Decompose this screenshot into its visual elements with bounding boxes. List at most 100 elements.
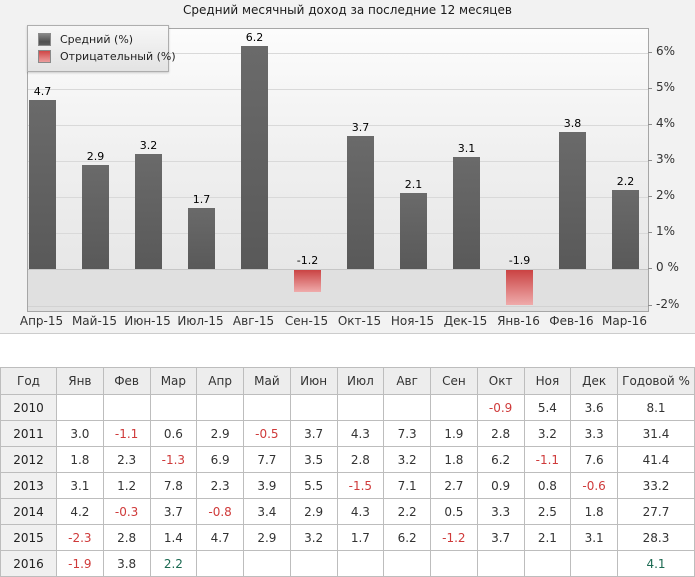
annual-cell: 8.1 [617, 394, 695, 421]
month-cell: 4.3 [336, 498, 385, 525]
bar-Июн-15 [135, 153, 162, 269]
table-header-row: Год Янв Фев Мар Апр Май Июн Июл Авг Сен Окт Ноя Дек Г… [0, 367, 695, 395]
month-cell [476, 550, 525, 577]
y-axis-tick-label: 1% [656, 224, 676, 238]
legend-item-negative[interactable]: Отрицательный (%) [28, 48, 176, 65]
month-cell: 2.9 [196, 420, 244, 447]
y-axis-tick-label: 5% [656, 80, 676, 94]
negative-series-swatch-icon [38, 50, 51, 63]
bar-Окт-15 [347, 135, 374, 269]
y-axis-tick-mark [648, 196, 652, 197]
chart-title: Средний месячный доход за последние 12 м… [183, 3, 512, 17]
month-cell [243, 394, 291, 421]
table-row-2016: 2016 -1.9 3.8 2.2 4.1 [0, 550, 695, 577]
annual-cell: 4.1 [617, 550, 695, 577]
bar-value-label: 3.1 [457, 142, 476, 156]
month-cell: 0.5 [430, 498, 478, 525]
month-cell: 1.8 [430, 446, 478, 473]
table-row-2013: 2013 3.1 1.2 7.8 2.3 3.9 5.5 -1.5 7.1 2.7 0.9 0.8 -0… [0, 472, 695, 499]
x-axis-label-Янв-16: Янв-16 [497, 314, 540, 328]
month-cell: 3.6 [570, 394, 618, 421]
x-axis-label-Сен-15: Сен-15 [284, 314, 329, 328]
month-cell [196, 394, 244, 421]
month-cell [430, 394, 478, 421]
legend-item-average[interactable]: Средний (%) [28, 31, 168, 48]
month-cell: 2.1 [523, 524, 572, 551]
month-cell: 6.2 [383, 524, 431, 551]
month-cell: 3.2 [383, 446, 431, 473]
legend-label-average: Средний (%) [60, 33, 134, 46]
table-row-2010: 2010 -0.9 5.4 3.6 8.1 [0, 394, 695, 421]
column-header-Янв: Янв [56, 367, 104, 395]
column-header-Ноя: Ноя [523, 367, 572, 395]
month-cell: -1.3 [149, 446, 198, 473]
month-cell: 3.2 [523, 420, 572, 447]
month-cell: -0.6 [570, 472, 618, 499]
x-axis-label-Апр-15: Апр-15 [19, 314, 64, 328]
y-axis-tick-mark [648, 52, 652, 53]
month-cell: 3.8 [102, 550, 151, 577]
bar-value-label: 3.2 [139, 138, 158, 152]
column-header-Годовой %: Годовой % [617, 367, 695, 395]
table-row-2011: 2011 3.0 -1.1 0.6 2.9 -0.5 3.7 4.3 7.3 1.9 2.8 3.2 3… [0, 420, 695, 447]
month-cell: 1.8 [56, 446, 104, 473]
year-cell: 2016 [0, 550, 57, 577]
month-cell: -1.1 [523, 446, 572, 473]
table-row-2012: 2012 1.8 2.3 -1.3 6.9 7.7 3.5 2.8 3.2 1.8 6.2 -1.1 7… [0, 446, 695, 473]
month-cell: -1.9 [56, 550, 104, 577]
month-cell: 3.4 [243, 498, 291, 525]
bar-Мар-16 [612, 189, 639, 269]
month-cell: -0.3 [102, 498, 151, 525]
month-cell [523, 550, 572, 577]
bar-value-label: 3.7 [351, 120, 370, 134]
year-cell: 2013 [0, 472, 57, 499]
x-axis-label-Май-15: Май-15 [71, 314, 118, 328]
month-cell: 6.9 [196, 446, 244, 473]
month-cell: 2.3 [196, 472, 244, 499]
month-cell: 3.5 [289, 446, 338, 473]
y-axis-tick-mark [648, 232, 652, 233]
bar-value-label: -1.2 [296, 254, 319, 267]
annual-cell: 41.4 [617, 446, 695, 473]
x-axis-label-Июн-15: Июн-15 [124, 314, 171, 328]
month-cell: 3.1 [56, 472, 104, 499]
year-cell: 2010 [0, 394, 57, 421]
month-cell: -1.1 [102, 420, 151, 447]
month-cell [570, 550, 618, 577]
month-cell [243, 550, 291, 577]
annual-cell: 28.3 [617, 524, 695, 551]
legend-label-negative: Отрицательный (%) [60, 50, 176, 63]
month-cell: 3.1 [570, 524, 618, 551]
month-cell [102, 394, 151, 421]
bar-Сен-15 [294, 270, 321, 293]
gridline [28, 89, 648, 90]
y-axis-tick-mark [648, 124, 652, 125]
month-cell: 5.5 [289, 472, 338, 499]
bar-value-label: 2.2 [616, 174, 635, 188]
y-axis-tick-label: -2% [656, 297, 680, 311]
column-header-Июн: Июн [289, 367, 338, 395]
y-axis-tick-mark [648, 88, 652, 89]
annual-cell: 31.4 [617, 420, 695, 447]
month-cell: 1.2 [102, 472, 151, 499]
month-cell: 2.3 [102, 446, 151, 473]
month-cell: 3.7 [289, 420, 338, 447]
gridline [28, 197, 648, 198]
month-cell: 2.2 [149, 550, 198, 577]
bar-value-label: 3.8 [563, 117, 582, 131]
negative-zone [28, 269, 648, 311]
column-header-Фев: Фев [102, 367, 151, 395]
bar-Май-15 [82, 164, 109, 269]
monthly-income-chart: Средний месячный доход за последние 12 м… [0, 0, 695, 334]
month-cell: 2.9 [289, 498, 338, 525]
month-cell: 4.7 [196, 524, 244, 551]
x-axis-label-Дек-15: Дек-15 [443, 314, 488, 328]
bar-Фев-16 [559, 132, 586, 269]
month-cell [430, 550, 478, 577]
month-cell: 3.3 [476, 498, 525, 525]
bar-Ноя-15 [400, 193, 427, 269]
bar-value-label: 1.7 [192, 192, 211, 206]
column-header-Год: Год [0, 367, 57, 395]
month-cell: 0.6 [149, 420, 198, 447]
column-header-Дек: Дек [570, 367, 618, 395]
